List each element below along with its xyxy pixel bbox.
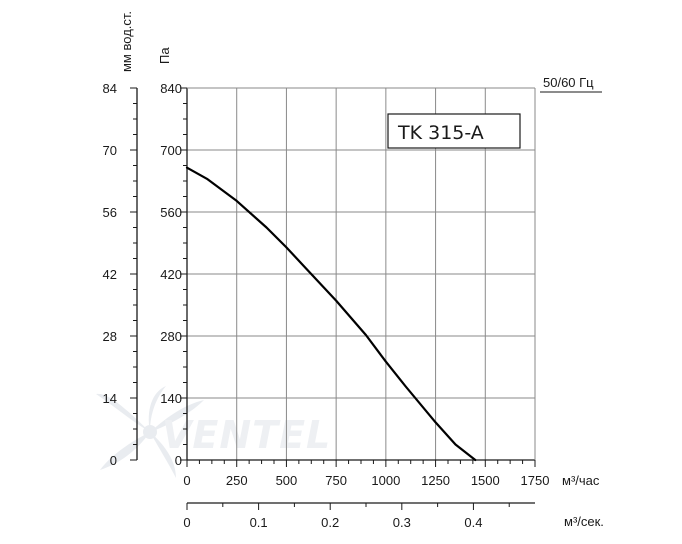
y-tick-label: 560 xyxy=(160,205,182,220)
x-tick-label: 1750 xyxy=(521,473,550,488)
plot-frame xyxy=(186,87,536,461)
x-tick-label: 1000 xyxy=(371,473,400,488)
watermark-logo: VENTEL xyxy=(96,386,331,478)
y-tick-label: 840 xyxy=(160,81,182,96)
x-axis-m3h: 0 250 500 750 1000 1250 1500 1750 xyxy=(183,460,549,488)
watermark-text: VENTEL xyxy=(162,413,331,457)
x2-tick-label: 0.1 xyxy=(250,515,268,530)
x2-tick-label: 0.4 xyxy=(464,515,482,530)
y-left-tick-label: 14 xyxy=(103,391,117,406)
x2-tick-label: 0.2 xyxy=(321,515,339,530)
series-layer xyxy=(185,166,477,462)
x-tick-label: 500 xyxy=(276,473,298,488)
model-label-box: TK 315-A xyxy=(387,113,521,149)
x2-tick-label: 0 xyxy=(183,515,190,530)
chart-grid xyxy=(187,87,535,460)
y-tick-label: 420 xyxy=(160,267,182,282)
x-tick-label: 750 xyxy=(325,473,347,488)
y-tick-label: 0 xyxy=(175,453,182,468)
y-left-tick-label: 56 xyxy=(103,205,117,220)
performance-curve xyxy=(185,166,477,462)
model-label: TK 315-A xyxy=(397,122,484,144)
left-axis-mm: 84 70 56 42 28 14 0 xyxy=(103,81,138,468)
x-tick-label: 250 xyxy=(226,473,248,488)
y-left-tick-label: 42 xyxy=(103,267,117,282)
x2-tick-label: 0.3 xyxy=(393,515,411,530)
y-unit-label: Па xyxy=(157,47,172,64)
x-tick-label: 0 xyxy=(183,473,190,488)
frequency-label: 50/60 Гц xyxy=(543,75,594,90)
y-left-tick-label: 84 xyxy=(103,81,117,96)
y-tick-label: 280 xyxy=(160,329,182,344)
x2-unit-label: м³/сек. xyxy=(564,514,604,529)
frequency-label-group: 50/60 Гц xyxy=(540,75,602,93)
y-left-tick-label: 70 xyxy=(103,143,117,158)
x-axis-m3s: 0 0.1 0.2 0.3 0.4 xyxy=(183,502,535,530)
y-tick-label: 700 xyxy=(160,143,182,158)
y-left-tick-label: 0 xyxy=(110,453,117,468)
x-tick-label: 1250 xyxy=(421,473,450,488)
left-axis-pa: 840 700 560 420 280 140 0 xyxy=(160,81,187,468)
y-left-tick-label: 28 xyxy=(103,329,117,344)
x-unit-label: м³/час xyxy=(562,473,600,488)
x-tick-label: 1500 xyxy=(471,473,500,488)
y-left-unit-label: мм вод.ст. xyxy=(119,11,134,72)
y-tick-label: 140 xyxy=(160,391,182,406)
